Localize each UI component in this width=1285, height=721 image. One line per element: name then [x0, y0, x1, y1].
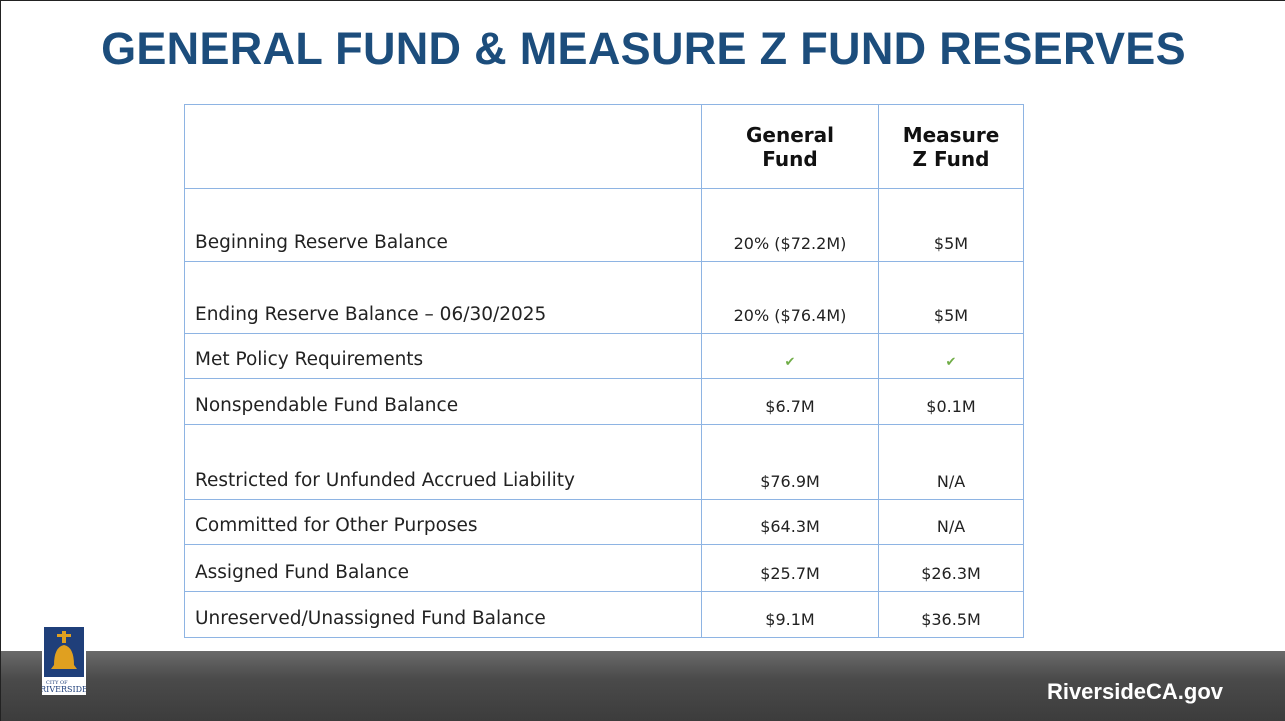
table-row: Nonspendable Fund Balance $6.7M $0.1M — [184, 378, 1024, 425]
cell-value: $76.9M — [701, 424, 879, 500]
city-logo: CITY OF RIVERSIDE — [42, 625, 86, 695]
cell-check: ✔ — [701, 333, 879, 379]
logo-line2: RIVERSIDE — [42, 685, 86, 694]
row-label: Ending Reserve Balance – 06/30/2025 — [184, 261, 702, 334]
cell-value: N/A — [878, 424, 1024, 500]
row-label: Restricted for Unfunded Accrued Liabilit… — [184, 424, 702, 500]
cell-value: $5M — [878, 188, 1024, 262]
cell-value: 20% ($72.2M) — [701, 188, 879, 262]
header-cell: General Fund — [701, 104, 879, 189]
table-row: Assigned Fund Balance $25.7M $26.3M — [184, 544, 1024, 592]
cell-check: ✔ — [878, 333, 1024, 379]
cell-value: $6.7M — [701, 378, 879, 425]
cell-value: $26.3M — [878, 544, 1024, 592]
cell-value: $36.5M — [878, 591, 1024, 638]
check-icon: ✔ — [784, 355, 796, 370]
header-cell — [184, 104, 702, 189]
cell-value: $25.7M — [701, 544, 879, 592]
row-label: Committed for Other Purposes — [184, 499, 702, 545]
row-label: Assigned Fund Balance — [184, 544, 702, 592]
cell-value: $0.1M — [878, 378, 1024, 425]
column-header: General Fund — [746, 122, 834, 171]
footer-site: RiversideCA.gov — [1046, 679, 1223, 704]
table-row: Unreserved/Unassigned Fund Balance $9.1M $… — [184, 591, 1024, 638]
header-row: General Fund Measure Z Fund — [184, 104, 1024, 189]
cell-value: 20% ($76.4M) — [701, 261, 879, 334]
column-header: Measure Z Fund — [902, 122, 1000, 171]
reserves-table: General Fund Measure Z Fund Beginning Rese… — [184, 104, 1024, 638]
slide-title: GENERAL FUND & MEASURE Z FUND RESERVES — [101, 23, 1186, 74]
cell-value: $9.1M — [701, 591, 879, 638]
footer-bar — [1, 651, 1285, 721]
table-row: Restricted for Unfunded Accrued Liabilit… — [184, 424, 1024, 500]
cell-value: $5M — [878, 261, 1024, 334]
logo-line1: CITY OF — [46, 680, 68, 686]
row-label: Unreserved/Unassigned Fund Balance — [184, 591, 702, 638]
table-row: Committed for Other Purposes $64.3M N/A — [184, 499, 1024, 545]
header-cell: Measure Z Fund — [878, 104, 1024, 189]
check-icon: ✔ — [945, 355, 957, 370]
row-label: Beginning Reserve Balance — [184, 188, 702, 262]
table-row: Ending Reserve Balance – 06/30/2025 20% (… — [184, 261, 1024, 334]
table-body: General Fund Measure Z Fund Beginning Rese… — [184, 104, 1024, 638]
cell-value: $64.3M — [701, 499, 879, 545]
row-label: Met Policy Requirements — [184, 333, 702, 379]
table-row: Beginning Reserve Balance 20% ($72.2M) $5M — [184, 188, 1024, 262]
table-row: Met Policy Requirements ✔ ✔ — [184, 333, 1024, 379]
row-label: Nonspendable Fund Balance — [184, 378, 702, 425]
cell-value: N/A — [878, 499, 1024, 545]
